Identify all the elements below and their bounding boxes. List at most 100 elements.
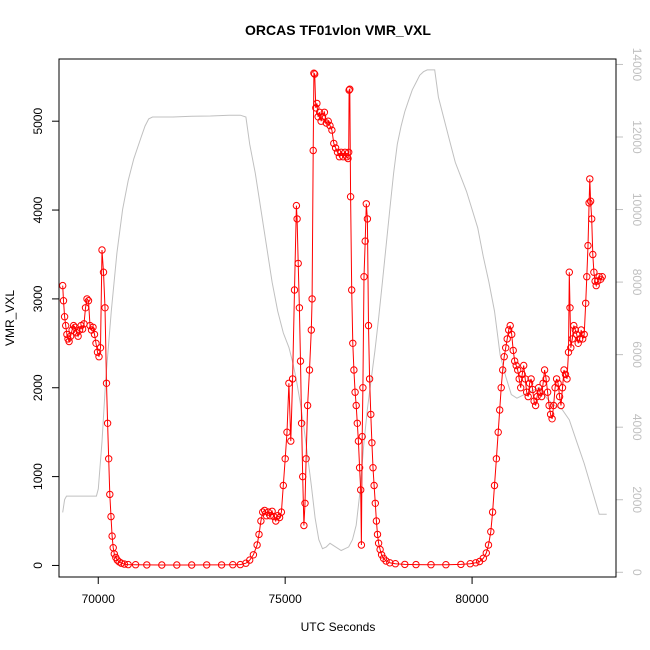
data-point [59,297,68,305]
data-point [568,335,576,343]
data-point [588,215,596,223]
data-point [290,286,299,294]
data-point [270,512,278,521]
data-point [339,153,347,161]
data-point [107,512,115,521]
data-point [543,388,552,396]
data-point [586,197,595,205]
data-point [370,481,378,490]
data-point [361,237,369,245]
data-point [307,326,315,334]
y2-tick-label: 0 [630,569,644,576]
data-point [143,561,151,569]
data-point [508,330,516,339]
data-point [294,259,302,268]
data-point [482,549,490,557]
data-point [60,313,69,321]
data-point [346,85,354,93]
data-point [102,379,111,387]
data-point [346,193,355,201]
y2-tick-label: 2000 [630,486,644,513]
secondary-series-line [62,69,607,552]
data-point [574,339,582,347]
data-point [359,384,367,392]
data-point [277,508,286,516]
x-tick-label: 70000 [82,592,116,606]
data-point [293,215,301,223]
data-point [512,361,520,370]
data-point [300,521,308,530]
data-point [567,344,575,352]
data-point [266,512,274,520]
data-point [584,241,592,250]
data-point [545,401,553,410]
data-point [534,384,543,392]
data-point [83,295,91,303]
data-point [555,392,564,401]
data-point [173,561,181,569]
data-point [368,439,376,447]
data-point [63,330,71,339]
data-point [309,146,317,155]
data-point [580,330,588,339]
data-point [301,499,309,507]
data-point [586,175,594,183]
data-point [590,268,598,276]
data-point [517,384,525,392]
data-point [249,551,258,559]
data-point [279,481,287,490]
data-point [318,113,327,121]
data-point [531,401,540,410]
data-point [217,561,226,569]
data-point [98,246,106,254]
data-point [253,541,261,549]
data-point [322,119,330,127]
data-point [117,559,126,567]
data-point [565,268,573,276]
x-tick-label: 80000 [455,592,489,606]
data-point [81,304,90,312]
y2-tick-label: 6000 [630,341,644,368]
data-point [561,370,570,379]
data-point [311,70,319,78]
data-point [548,415,556,423]
data-point [324,117,332,125]
data-point [333,148,342,157]
data-point [69,321,78,330]
data-point [546,410,555,419]
data-point [110,550,119,558]
data-point [509,346,517,355]
data-point [283,428,291,436]
data-point [372,517,381,525]
data-point [386,559,394,567]
data-point [566,304,574,312]
data-point [583,273,591,281]
data-point [351,388,359,396]
data-point [360,273,368,281]
data-point [582,299,590,307]
data-point [552,375,561,383]
data-point [281,455,289,463]
data-point [500,353,508,361]
data-point [364,321,373,330]
data-point [345,86,353,94]
data-point [292,201,301,210]
data-point [297,419,306,427]
y-tick-label: 2000 [31,374,45,401]
data-point [260,506,269,515]
data-point [363,215,372,223]
data-point [295,304,304,312]
data-point [343,153,351,161]
data-point [401,560,409,569]
data-point [303,401,312,410]
data-point [103,419,112,427]
data-point [427,561,435,569]
data-point [570,321,578,330]
chart-title: ORCAS TF01vlon VMR_VXL [245,22,431,38]
data-point [158,561,166,569]
data-point [328,126,336,134]
data-point [349,339,357,347]
data-point [353,419,361,427]
axes: 70000 75000 80000 0 1000 2000 3000 4000 5000 0 200… [31,48,644,606]
